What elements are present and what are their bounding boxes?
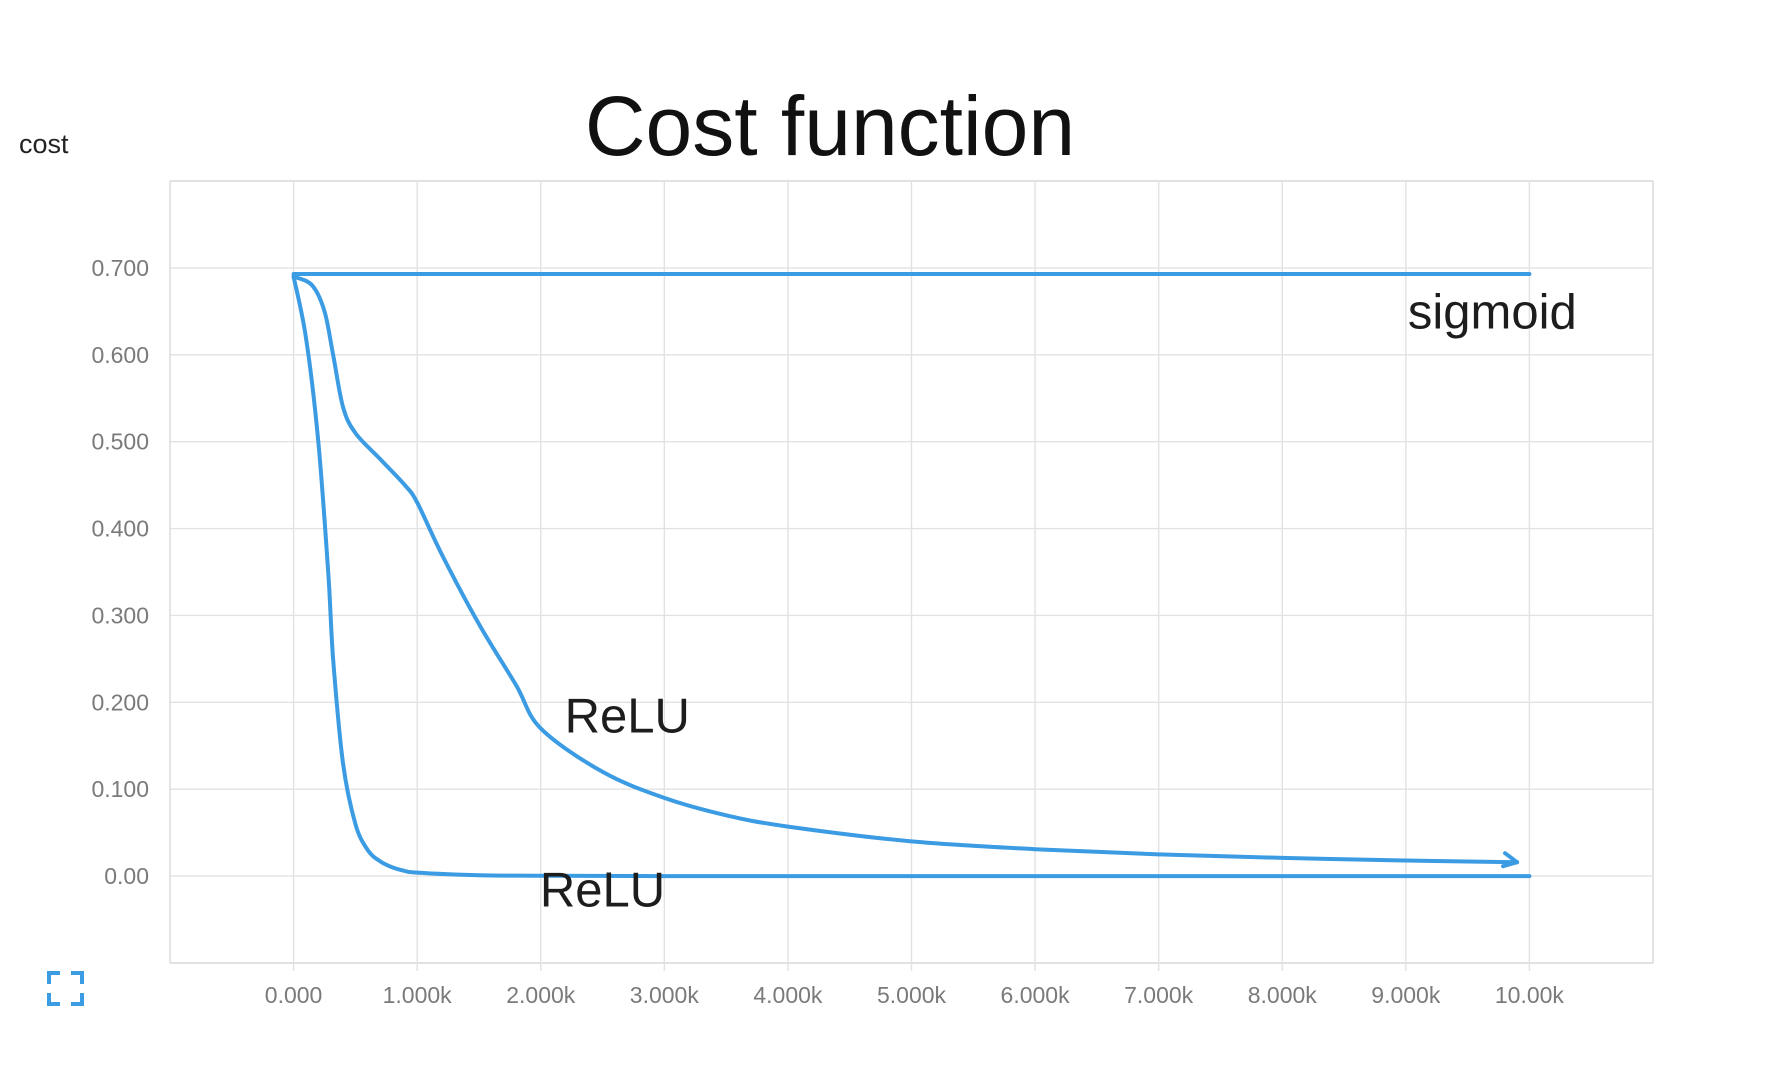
y-tick-label: 0.600: [91, 342, 149, 368]
x-tick-label: 7.000k: [1124, 982, 1194, 1008]
series-line-relu-upper: [291, 274, 1520, 865]
chart-title: Cost function: [585, 79, 1075, 173]
y-tick-label: 0.100: [91, 776, 149, 802]
x-tick-label: 4.000k: [753, 982, 823, 1008]
annotations: sigmoid ReLU ReLU: [540, 286, 1577, 918]
x-tick-label: 5.000k: [877, 982, 947, 1008]
expand-icon[interactable]: [47, 971, 84, 1006]
y-tick-label: 0.200: [91, 689, 149, 715]
x-tick-label: 10.00k: [1495, 982, 1565, 1008]
x-tick-label: 3.000k: [630, 982, 700, 1008]
y-axis-label: cost: [19, 129, 69, 159]
x-tick-label: 8.000k: [1248, 982, 1318, 1008]
annotation-label: ReLU: [565, 690, 690, 744]
series-arrowhead: [1501, 851, 1520, 869]
series-line-relu-lower: [291, 274, 1532, 879]
series-lines: [291, 271, 1532, 879]
x-axis-ticks: 0.000 1.000k 2.000k 3.000k 4.000k 5.000k 6.000…: [265, 982, 1565, 1008]
x-tick-label: 1.000k: [383, 982, 453, 1008]
y-tick-label: 0.400: [91, 516, 149, 542]
grid: [169, 180, 1654, 971]
x-tick-label: 6.000k: [1001, 982, 1071, 1008]
y-axis-ticks: 0.00 0.100 0.200 0.300 0.400 0.500 0.600 0.700: [91, 255, 149, 889]
x-tick-label: 2.000k: [506, 982, 576, 1008]
annotation-label: sigmoid: [1408, 286, 1577, 340]
y-tick-label: 0.500: [91, 429, 149, 455]
x-tick-label: 9.000k: [1371, 982, 1441, 1008]
annotation-label: ReLU: [540, 864, 665, 918]
y-tick-label: 0.300: [91, 602, 149, 628]
x-tick-label: 0.000: [265, 982, 323, 1008]
y-tick-label: 0.00: [104, 863, 149, 889]
y-tick-label: 0.700: [91, 255, 149, 281]
